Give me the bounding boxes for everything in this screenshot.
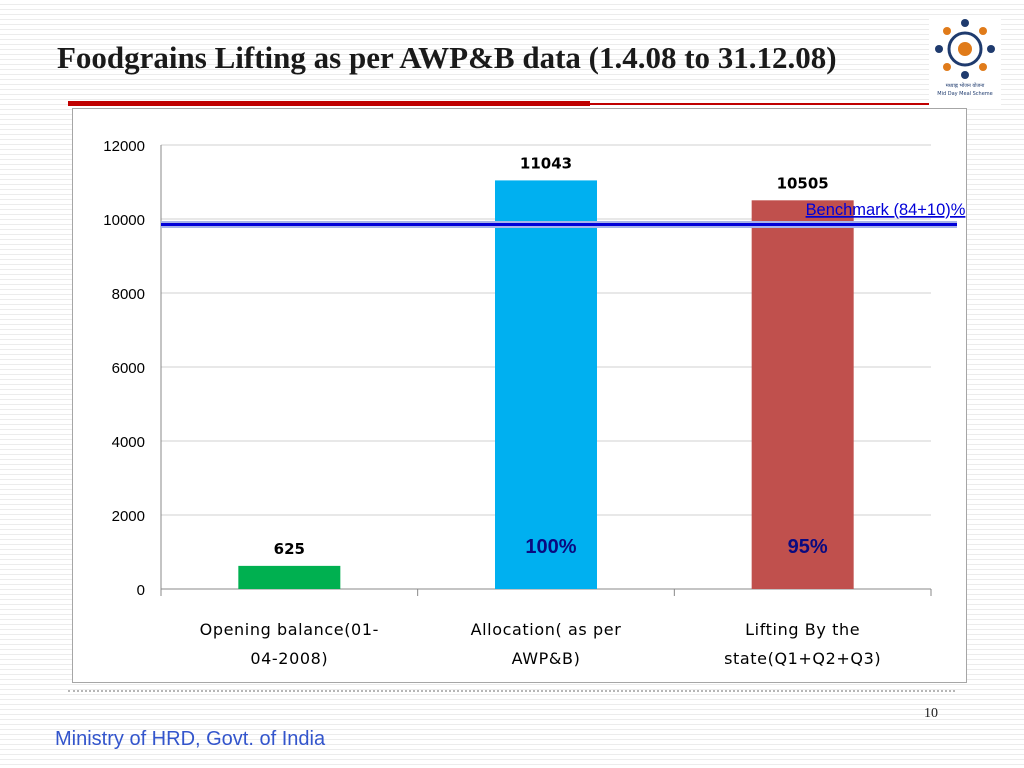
y-tick-label: 8000: [112, 286, 145, 303]
people-circle-icon: [935, 19, 995, 79]
y-tick-label: 2000: [112, 508, 145, 525]
x-tick-label: 04-2008): [250, 649, 328, 668]
bar: [495, 180, 597, 589]
logo-caption-hindi: मध्याह्न भोजन योजना: [945, 83, 985, 89]
chart-area: 020004000600080001000012000Foodgrains (i…: [72, 108, 967, 683]
bar-chart: 020004000600080001000012000Foodgrains (i…: [103, 138, 966, 668]
title-underline: [68, 101, 590, 106]
benchmark-label: Benchmark (84+10)%: [806, 200, 966, 219]
page-number: 10: [924, 706, 938, 721]
footer-text: Ministry of HRD, Govt. of India: [55, 728, 326, 750]
percent-label: 95%: [788, 536, 828, 558]
x-tick-label: AWP&B): [512, 649, 581, 668]
title-underline-thin: [590, 103, 955, 105]
y-tick-label: 4000: [112, 434, 145, 451]
mid-day-meal-logo: मध्याह्न भोजन योजना Mid Day Meal Scheme: [929, 15, 1001, 105]
data-label: 10505: [777, 174, 829, 192]
y-tick-label: 0: [137, 582, 145, 599]
x-tick-label: Allocation( as per: [471, 620, 622, 639]
data-label: 625: [274, 540, 305, 558]
footer-divider: [68, 690, 955, 692]
logo-caption-english: Mid Day Meal Scheme: [937, 91, 993, 97]
x-tick-label: Lifting By the: [745, 620, 860, 639]
bar: [238, 565, 341, 589]
x-tick-label: Opening balance(01-: [200, 620, 379, 639]
y-tick-label: 10000: [103, 212, 145, 229]
percent-label: 100%: [525, 536, 576, 558]
y-tick-label: 6000: [112, 360, 145, 377]
data-label: 11043: [520, 154, 572, 172]
bar: [751, 200, 854, 589]
y-tick-label: 12000: [103, 138, 145, 155]
x-tick-label: state(Q1+Q2+Q3): [724, 649, 881, 668]
slide-title: Foodgrains Lifting as per AWP&B data (1.…: [57, 40, 837, 75]
